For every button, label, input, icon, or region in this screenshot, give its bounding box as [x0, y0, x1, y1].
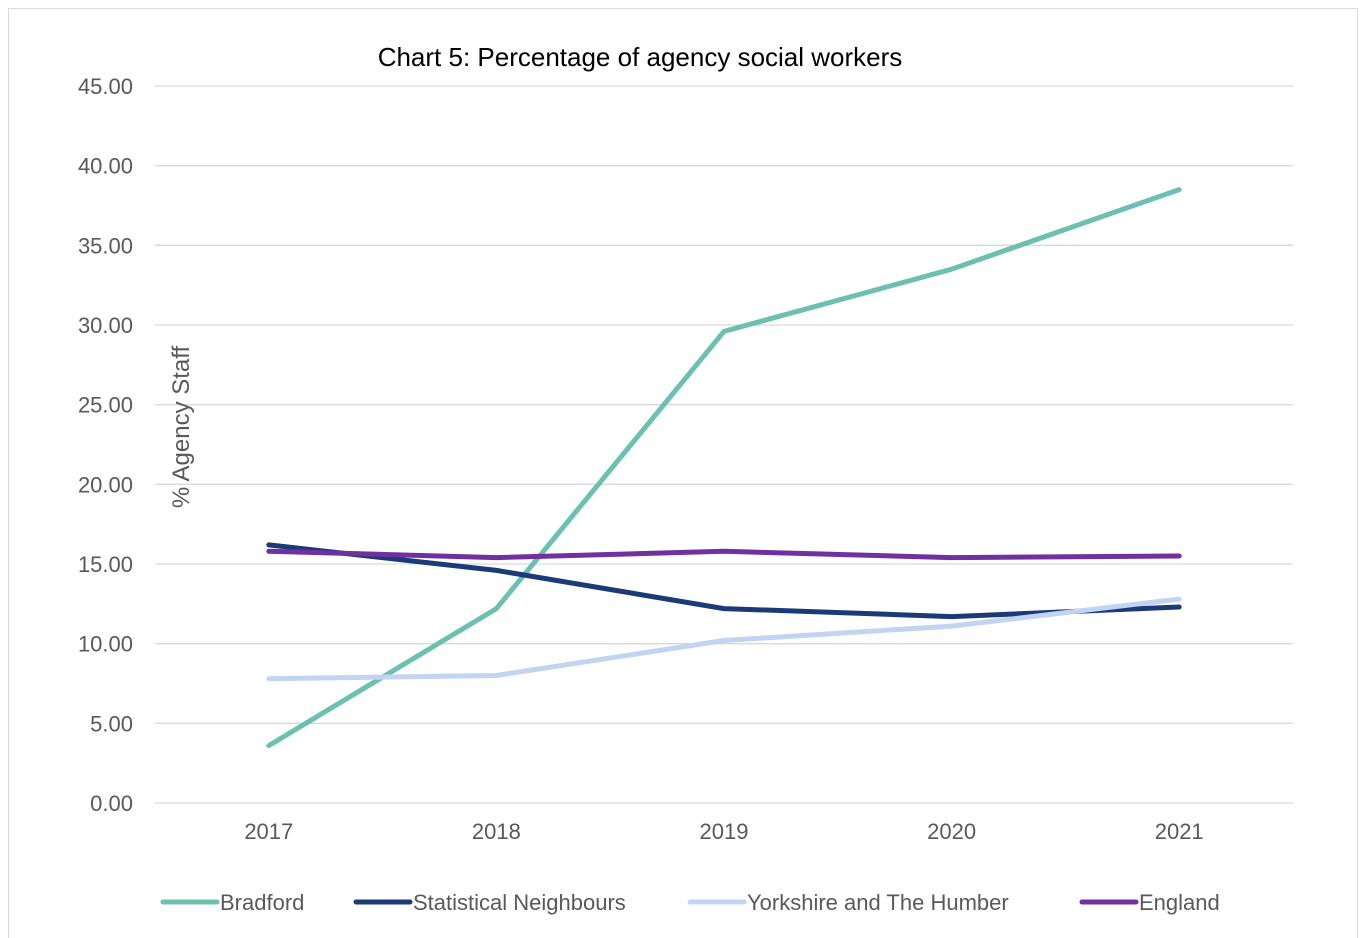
series-bradford	[269, 189, 1180, 745]
series-lines	[269, 189, 1180, 745]
series-line	[269, 190, 1179, 746]
x-tick-label: 2021	[1155, 819, 1204, 844]
x-axis-tick-labels: 2017 2018 2019 2020 2021	[244, 819, 1203, 844]
y-axis-title: % Agency Staff	[168, 346, 195, 509]
y-tick-label: 25.00	[78, 393, 133, 418]
y-tick-label: 5.00	[90, 711, 133, 736]
x-tick-label: 2017	[244, 819, 293, 844]
legend-item: England	[1082, 890, 1220, 915]
y-tick-label: 15.00	[78, 552, 133, 577]
x-tick-label: 2018	[472, 819, 521, 844]
x-tick-label: 2019	[700, 819, 749, 844]
y-tick-label: 20.00	[78, 472, 133, 497]
legend-item: Yorkshire and The Humber	[690, 890, 1009, 915]
y-tick-label: 45.00	[78, 74, 133, 99]
chart-title: Chart 5: Percentage of agency social wor…	[378, 42, 903, 72]
y-tick-label: 30.00	[78, 313, 133, 338]
series-england	[269, 551, 1180, 558]
y-tick-label: 35.00	[78, 233, 133, 258]
y-axis-tick-labels: 0.00 5.00 10.00 15.00 20.00 25.00 30.00 35.00 40…	[78, 74, 133, 816]
legend-label: Yorkshire and The Humber	[747, 890, 1009, 915]
x-tick-label: 2020	[927, 819, 976, 844]
legend: Bradford Statistical Neighbours Yorkshire …	[163, 890, 1220, 915]
legend-item: Bradford	[163, 890, 304, 915]
legend-label: Bradford	[220, 890, 304, 915]
legend-item: Statistical Neighbours	[356, 890, 626, 915]
y-tick-label: 40.00	[78, 154, 133, 179]
y-tick-label: 0.00	[90, 791, 133, 816]
legend-label: Statistical Neighbours	[413, 890, 626, 915]
series-line	[269, 551, 1179, 557]
y-tick-label: 10.00	[78, 632, 133, 657]
gridlines	[155, 86, 1293, 803]
legend-label: England	[1139, 890, 1220, 915]
